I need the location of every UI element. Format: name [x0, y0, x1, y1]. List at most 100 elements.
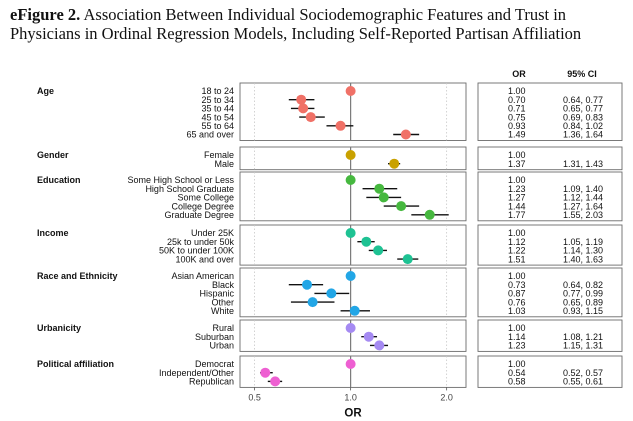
- figure-label: eFigure 2.: [10, 5, 81, 24]
- point-estimate: [298, 103, 309, 114]
- x-tick-label: 2.0: [440, 392, 453, 402]
- row-label: 25 to 34: [201, 95, 234, 105]
- row-label: Female: [204, 150, 234, 160]
- ci-value: 1.40, 1.63: [563, 254, 603, 264]
- table-panel: [477, 267, 623, 318]
- table-panel: [477, 82, 623, 141]
- or-value: 1.03: [508, 306, 526, 316]
- ci-value: 1.31, 1.43: [563, 159, 603, 169]
- x-axis-title: OR: [344, 407, 362, 419]
- point-estimate: [400, 129, 411, 140]
- or-value: 0.87: [508, 289, 526, 299]
- point-estimate: [361, 236, 372, 247]
- group-label: Race and Ethnicity: [37, 271, 118, 281]
- or-value: 1.23: [508, 341, 526, 351]
- row-label: Asian American: [171, 271, 234, 281]
- group-label: Income: [37, 228, 69, 238]
- row-label: 50K to under 100K: [159, 246, 234, 256]
- point-estimate: [363, 331, 374, 342]
- point-estimate: [373, 245, 384, 256]
- point-estimate: [345, 359, 356, 369]
- point-estimate: [345, 271, 356, 281]
- table-panel: [477, 146, 623, 171]
- row-label: Rural: [212, 323, 234, 333]
- point-estimate: [378, 192, 389, 203]
- row-label: White: [211, 306, 234, 316]
- group-label: Urbanicity: [37, 323, 81, 333]
- row-label: 35 to 44: [201, 104, 234, 114]
- row-label: High School Graduate: [145, 184, 234, 194]
- or-value: 1.00: [508, 150, 526, 160]
- or-value: 1.22: [508, 246, 526, 256]
- or-value: 1.00: [508, 228, 526, 238]
- ci-value: 0.55, 0.61: [563, 377, 603, 387]
- row-label: 55 to 64: [201, 121, 234, 131]
- ci-value: 1.08, 1.21: [563, 332, 603, 342]
- row-label: 65 and over: [186, 130, 234, 140]
- or-value: 1.49: [508, 130, 526, 140]
- or-value: 1.00: [508, 271, 526, 281]
- row-label: 25k to under 50k: [167, 237, 235, 247]
- ci-value: 0.77, 0.99: [563, 289, 603, 299]
- or-value: 1.51: [508, 254, 526, 264]
- row-label: Some High School or Less: [127, 175, 234, 185]
- ci-value: 0.69, 0.83: [563, 112, 603, 122]
- row-label: Male: [214, 159, 234, 169]
- row-label: Under 25K: [191, 228, 234, 238]
- ci-value: 0.52, 0.57: [563, 368, 603, 378]
- row-label: Urban: [209, 341, 234, 351]
- ci-value: 1.36, 1.64: [563, 130, 603, 140]
- or-value: 0.54: [508, 368, 526, 378]
- or-value: 1.00: [508, 86, 526, 96]
- point-estimate: [345, 323, 356, 333]
- point-estimate: [270, 376, 281, 387]
- ci-value: 1.05, 1.19: [563, 237, 603, 247]
- ci-value: 0.84, 1.02: [563, 121, 603, 131]
- row-label: 100K and over: [175, 254, 234, 264]
- ci-value: 0.64, 0.77: [563, 95, 603, 105]
- or-value: 1.12: [508, 237, 526, 247]
- ci-value: 0.65, 0.77: [563, 104, 603, 114]
- point-estimate: [335, 120, 346, 131]
- x-tick-label: 1.0: [344, 392, 357, 402]
- table-header-or: OR: [512, 69, 526, 79]
- or-value: 1.00: [508, 323, 526, 333]
- point-estimate: [305, 112, 316, 123]
- or-value: 0.73: [508, 280, 526, 290]
- point-estimate: [374, 183, 385, 194]
- point-estimate: [260, 367, 271, 378]
- or-value: 0.71: [508, 104, 526, 114]
- or-value: 1.27: [508, 193, 526, 203]
- or-value: 0.75: [508, 112, 526, 122]
- row-label: College Degree: [171, 201, 234, 211]
- point-estimate: [345, 150, 356, 160]
- row-label: Republican: [189, 377, 234, 387]
- point-estimate: [307, 297, 318, 308]
- table-header-ci: 95% CI: [567, 69, 597, 79]
- ci-value: 1.12, 1.44: [563, 193, 603, 203]
- or-value: 0.93: [508, 121, 526, 131]
- row-label: Graduate Degree: [164, 210, 234, 220]
- table-panel: [477, 319, 623, 352]
- row-label: Suburban: [195, 332, 234, 342]
- table-panel: [477, 355, 623, 388]
- ci-value: 0.65, 0.89: [563, 297, 603, 307]
- row-label: Hispanic: [199, 289, 234, 299]
- group-label: Political affiliation: [37, 359, 114, 369]
- or-value: 0.70: [508, 95, 526, 105]
- ci-value: 1.09, 1.40: [563, 184, 603, 194]
- point-estimate: [326, 288, 337, 299]
- point-estimate: [302, 279, 313, 290]
- point-estimate: [345, 86, 356, 96]
- or-value: 0.76: [508, 297, 526, 307]
- table-panel: [477, 171, 623, 222]
- or-value: 1.00: [508, 175, 526, 185]
- figure-title: Association Between Individual Sociodemo…: [10, 5, 582, 43]
- group-label: Gender: [37, 150, 69, 160]
- row-label: Some College: [177, 193, 234, 203]
- point-estimate: [396, 201, 407, 212]
- group-label: Age: [37, 86, 54, 96]
- ci-value: 1.27, 1.64: [563, 201, 603, 211]
- row-label: Democrat: [195, 359, 235, 369]
